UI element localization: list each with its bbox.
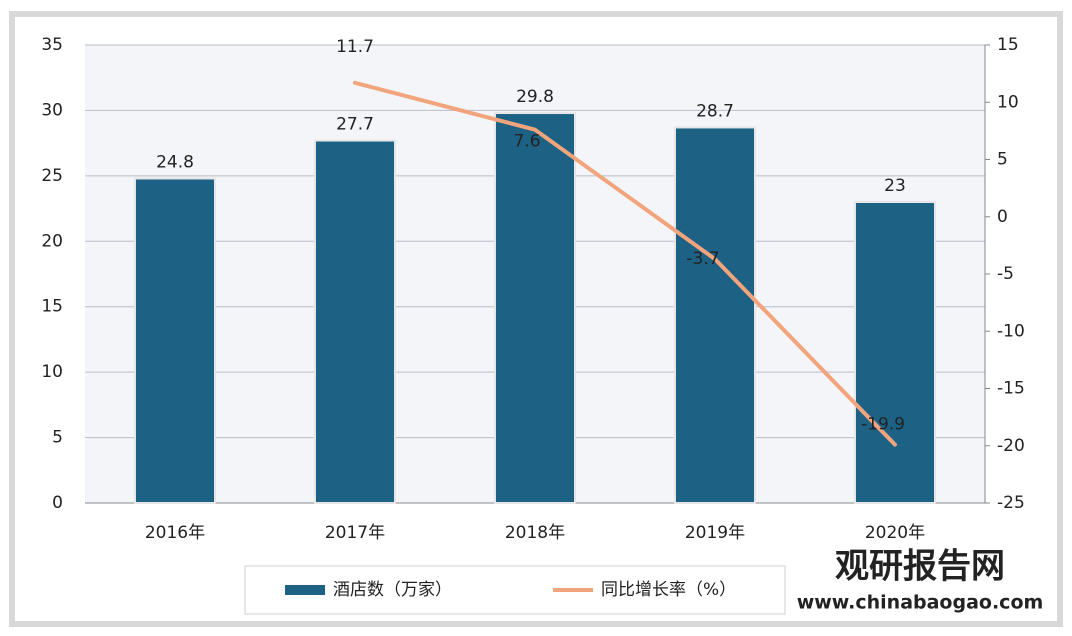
y-tick-label: 20 xyxy=(41,231,63,251)
y-tick-label: 30 xyxy=(41,100,63,120)
watermark-url: www.chinabaogao.com xyxy=(797,592,1044,614)
bar-label: 29.8 xyxy=(516,87,554,107)
bar-label: 27.7 xyxy=(336,115,374,135)
line xyxy=(353,80,897,447)
legend-label: 酒店数（万家） xyxy=(333,580,452,600)
y2-tick-label: 5 xyxy=(997,150,1008,170)
y-tick-label: 0 xyxy=(52,493,63,513)
bar xyxy=(134,177,216,505)
y2-tick-label: -20 xyxy=(997,436,1025,456)
bar xyxy=(674,126,756,504)
legend-box xyxy=(244,565,786,615)
bar xyxy=(494,112,576,504)
legend-swatch xyxy=(285,585,325,595)
bar-label: 28.7 xyxy=(696,101,734,121)
y-tick-label: 15 xyxy=(41,297,63,317)
y2-tick-label: 10 xyxy=(997,92,1019,112)
x-tick-label: 2020年 xyxy=(865,523,925,543)
bar-label: 23 xyxy=(884,176,906,196)
bar xyxy=(854,201,936,504)
y-tick-label: 10 xyxy=(41,362,63,382)
y-tick-label: 35 xyxy=(41,35,63,55)
line-label: -3.7 xyxy=(686,249,719,269)
line-label: -19.9 xyxy=(861,415,905,435)
y2-tick-label: -5 xyxy=(997,264,1014,284)
legend-label: 同比增长率（%） xyxy=(601,580,736,600)
x-tick-label: 2017年 xyxy=(325,523,385,543)
x-tick-label: 2019年 xyxy=(685,523,745,543)
line-label: 7.6 xyxy=(513,132,540,152)
y2-tick-label: -15 xyxy=(997,379,1025,399)
y2-tick-label: 0 xyxy=(997,207,1008,227)
y2-tick-label: -10 xyxy=(997,321,1025,341)
y-tick-label: 25 xyxy=(41,166,63,186)
y2-tick-label: 15 xyxy=(997,35,1019,55)
y2-tick-label: -25 xyxy=(997,493,1025,513)
y-tick-label: 5 xyxy=(52,428,63,448)
x-tick-label: 2018年 xyxy=(505,523,565,543)
line-label: 11.7 xyxy=(336,37,374,57)
bar xyxy=(314,139,396,504)
x-tick-label: 2016年 xyxy=(145,523,205,543)
bar-label: 24.8 xyxy=(156,152,194,172)
watermark-title: 观研报告网 xyxy=(835,547,1005,587)
